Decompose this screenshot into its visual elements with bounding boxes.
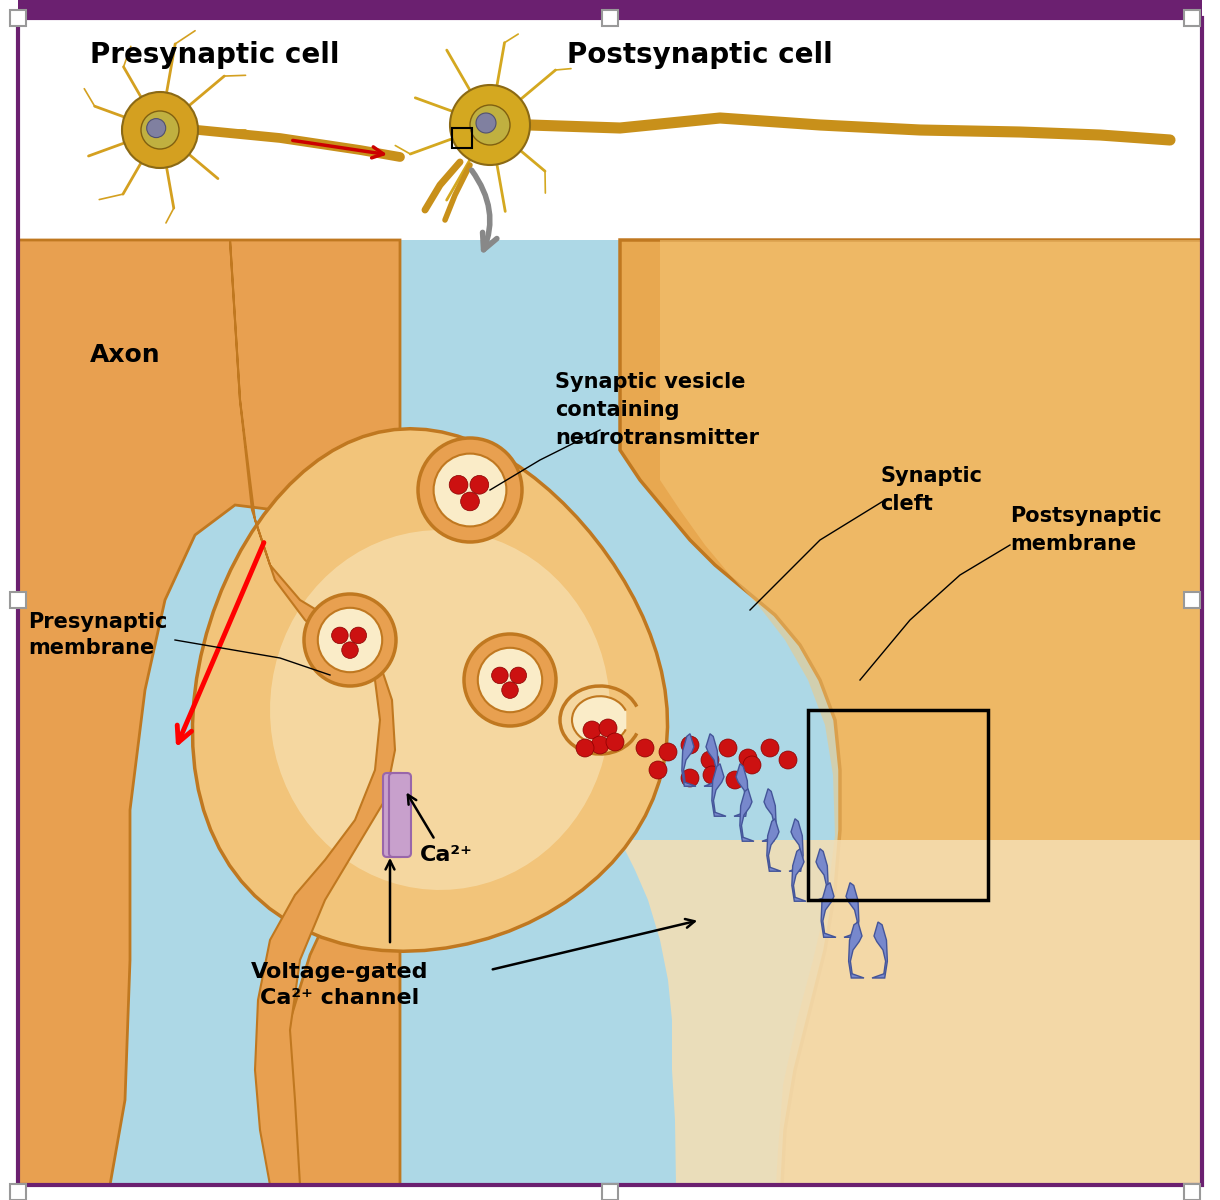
Circle shape (478, 648, 542, 712)
Bar (1183, 10, 1200, 26)
Polygon shape (762, 788, 776, 841)
Circle shape (636, 739, 654, 757)
FancyBboxPatch shape (383, 773, 405, 857)
Bar (601, 10, 619, 26)
Circle shape (659, 743, 677, 761)
Polygon shape (660, 240, 1202, 1186)
Circle shape (450, 85, 529, 164)
Circle shape (470, 475, 489, 494)
Bar (18, 18, 1202, 240)
Polygon shape (734, 763, 748, 816)
Bar (451, 128, 472, 148)
Circle shape (433, 454, 506, 527)
Circle shape (350, 628, 366, 643)
Polygon shape (270, 530, 610, 890)
Circle shape (317, 607, 382, 672)
Circle shape (304, 594, 396, 686)
Polygon shape (767, 818, 781, 871)
Text: Ca²⁺: Ca²⁺ (420, 845, 473, 865)
Circle shape (470, 104, 510, 145)
Polygon shape (231, 240, 395, 1186)
Circle shape (719, 739, 737, 757)
Circle shape (332, 628, 348, 643)
Circle shape (726, 770, 744, 790)
Polygon shape (682, 733, 695, 786)
Circle shape (743, 756, 761, 774)
Text: Synaptic
cleft: Synaptic cleft (880, 466, 982, 514)
Polygon shape (620, 840, 1202, 1186)
Bar (10, 10, 26, 26)
Bar (808, 710, 988, 900)
Circle shape (702, 751, 719, 769)
Bar (1183, 592, 1200, 608)
Polygon shape (872, 922, 887, 978)
Circle shape (342, 642, 359, 659)
Circle shape (122, 92, 198, 168)
Polygon shape (844, 883, 859, 937)
Polygon shape (18, 240, 400, 1186)
Circle shape (146, 119, 166, 138)
Circle shape (590, 736, 609, 754)
Text: Presynaptic
membrane: Presynaptic membrane (28, 612, 167, 658)
Polygon shape (711, 763, 726, 816)
Polygon shape (821, 883, 836, 937)
Bar (601, 1184, 619, 1200)
Circle shape (780, 751, 797, 769)
Polygon shape (792, 848, 806, 901)
Bar (18, 240, 1202, 1186)
Bar (10, 1184, 26, 1200)
Polygon shape (572, 696, 626, 744)
Circle shape (761, 739, 780, 757)
Bar (1183, 1184, 1200, 1200)
FancyBboxPatch shape (389, 773, 411, 857)
Circle shape (461, 492, 479, 511)
Text: Synaptic vesicle
containing
neurotransmitter: Synaptic vesicle containing neurotransmi… (555, 372, 759, 448)
Polygon shape (739, 788, 754, 841)
Circle shape (449, 475, 468, 494)
Polygon shape (849, 922, 864, 978)
Text: Axon: Axon (90, 343, 161, 367)
Circle shape (476, 113, 497, 133)
Circle shape (649, 761, 667, 779)
Circle shape (501, 682, 518, 698)
Circle shape (681, 736, 699, 754)
Text: Voltage-gated
Ca²⁺ channel: Voltage-gated Ca²⁺ channel (251, 962, 428, 1008)
Circle shape (599, 719, 617, 737)
Circle shape (681, 769, 699, 787)
Circle shape (739, 749, 756, 767)
Polygon shape (193, 428, 667, 952)
Circle shape (510, 667, 527, 684)
Circle shape (583, 721, 601, 739)
Polygon shape (789, 818, 803, 871)
Circle shape (464, 634, 556, 726)
Text: Postsynaptic cell: Postsynaptic cell (567, 41, 833, 68)
Text: Presynaptic cell: Presynaptic cell (90, 41, 339, 68)
Circle shape (142, 110, 179, 149)
Bar (10, 592, 26, 608)
Polygon shape (704, 733, 719, 786)
Circle shape (576, 739, 594, 757)
Circle shape (606, 733, 623, 751)
Text: Postsynaptic
membrane: Postsynaptic membrane (1010, 506, 1161, 554)
Circle shape (418, 438, 522, 542)
Circle shape (703, 766, 721, 784)
Polygon shape (620, 240, 1202, 1186)
Bar (18, 0, 1202, 18)
Polygon shape (814, 848, 828, 901)
Circle shape (492, 667, 509, 684)
